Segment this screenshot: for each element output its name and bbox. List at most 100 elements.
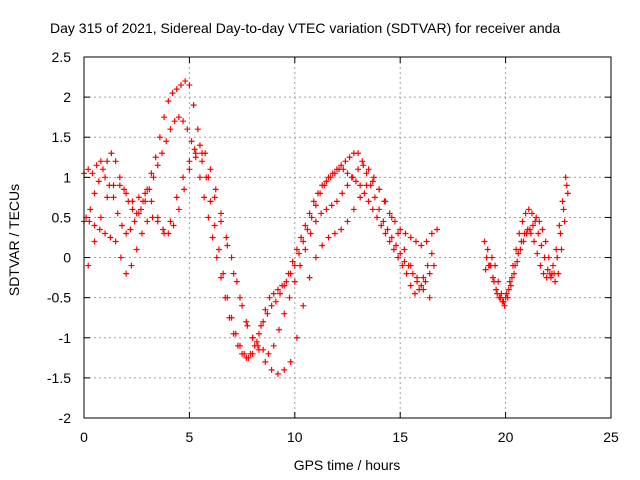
data-point bbox=[514, 258, 521, 265]
data-point bbox=[142, 190, 149, 197]
data-point bbox=[531, 238, 538, 245]
data-point bbox=[392, 242, 399, 249]
data-point bbox=[129, 198, 136, 205]
data-point bbox=[95, 178, 102, 185]
data-point bbox=[355, 166, 362, 173]
data-point bbox=[192, 150, 199, 157]
data-point bbox=[160, 226, 167, 233]
data-point bbox=[505, 286, 512, 293]
data-point bbox=[173, 86, 180, 93]
data-point bbox=[218, 210, 225, 217]
data-point bbox=[370, 174, 377, 181]
data-point bbox=[386, 210, 393, 217]
x-tick-label: 5 bbox=[186, 429, 194, 445]
y-tick-label: 2.5 bbox=[52, 49, 72, 65]
data-point bbox=[209, 234, 216, 241]
data-point bbox=[533, 214, 540, 221]
data-point bbox=[516, 230, 523, 237]
data-point bbox=[233, 278, 240, 285]
data-point bbox=[102, 174, 109, 181]
data-point bbox=[180, 118, 187, 125]
data-point bbox=[319, 242, 326, 249]
data-point bbox=[275, 326, 282, 333]
y-tick-label: 1.5 bbox=[52, 129, 72, 145]
data-point bbox=[270, 342, 277, 349]
data-point bbox=[492, 262, 499, 269]
data-point bbox=[418, 282, 425, 289]
data-point bbox=[338, 226, 345, 233]
data-point bbox=[319, 182, 326, 189]
data-point bbox=[540, 270, 547, 277]
data-point bbox=[127, 226, 134, 233]
data-point bbox=[135, 194, 142, 201]
data-point bbox=[556, 222, 563, 229]
data-point bbox=[363, 182, 370, 189]
data-point bbox=[150, 174, 157, 181]
data-point bbox=[291, 278, 298, 285]
data-point bbox=[397, 226, 404, 233]
data-point bbox=[300, 302, 307, 309]
data-point bbox=[223, 234, 230, 241]
data-point bbox=[123, 190, 130, 197]
data-point bbox=[369, 178, 376, 185]
data-point bbox=[344, 182, 351, 189]
data-point bbox=[369, 206, 376, 213]
data-point bbox=[489, 274, 496, 281]
data-point bbox=[546, 270, 553, 277]
data-point bbox=[161, 114, 168, 121]
y-tick-label: -1 bbox=[59, 330, 72, 346]
data-point bbox=[158, 150, 165, 157]
data-point bbox=[268, 366, 275, 373]
data-point bbox=[312, 254, 319, 261]
data-point bbox=[363, 170, 370, 177]
data-point bbox=[484, 246, 491, 253]
data-point bbox=[213, 254, 220, 261]
data-point bbox=[211, 194, 218, 201]
data-point bbox=[302, 222, 309, 229]
data-point bbox=[554, 254, 561, 261]
data-point bbox=[357, 194, 364, 201]
data-point bbox=[196, 174, 203, 181]
data-point bbox=[361, 190, 368, 197]
data-point bbox=[338, 162, 345, 169]
data-point bbox=[331, 170, 338, 177]
data-point bbox=[306, 274, 313, 281]
data-point bbox=[355, 150, 362, 157]
y-tick-label: 2 bbox=[63, 89, 71, 105]
data-point bbox=[325, 234, 332, 241]
data-point bbox=[339, 190, 346, 197]
data-point bbox=[493, 286, 500, 293]
data-point bbox=[89, 170, 96, 177]
data-point bbox=[148, 170, 155, 177]
data-point bbox=[512, 262, 519, 269]
data-point bbox=[328, 202, 335, 209]
data-point bbox=[527, 230, 534, 237]
data-point bbox=[390, 246, 397, 253]
data-point bbox=[522, 210, 529, 217]
data-point bbox=[535, 230, 542, 237]
data-point bbox=[186, 166, 193, 173]
data-point bbox=[297, 262, 304, 269]
data-point bbox=[564, 190, 571, 197]
data-point bbox=[253, 338, 260, 345]
data-point bbox=[97, 158, 104, 165]
data-point bbox=[557, 230, 564, 237]
data-point bbox=[112, 158, 119, 165]
data-point bbox=[173, 194, 180, 201]
data-point bbox=[401, 246, 408, 253]
data-point bbox=[524, 226, 531, 233]
data-point bbox=[349, 174, 356, 181]
data-point bbox=[340, 166, 347, 173]
data-point bbox=[542, 238, 549, 245]
data-point bbox=[293, 334, 300, 341]
data-point bbox=[85, 166, 92, 173]
data-point bbox=[156, 134, 163, 141]
data-point bbox=[543, 274, 550, 281]
data-point bbox=[323, 206, 330, 213]
data-point bbox=[255, 330, 262, 337]
data-point bbox=[247, 350, 254, 357]
data-point bbox=[499, 298, 506, 305]
data-point bbox=[507, 282, 514, 289]
data-point bbox=[538, 242, 545, 249]
data-point bbox=[142, 198, 149, 205]
